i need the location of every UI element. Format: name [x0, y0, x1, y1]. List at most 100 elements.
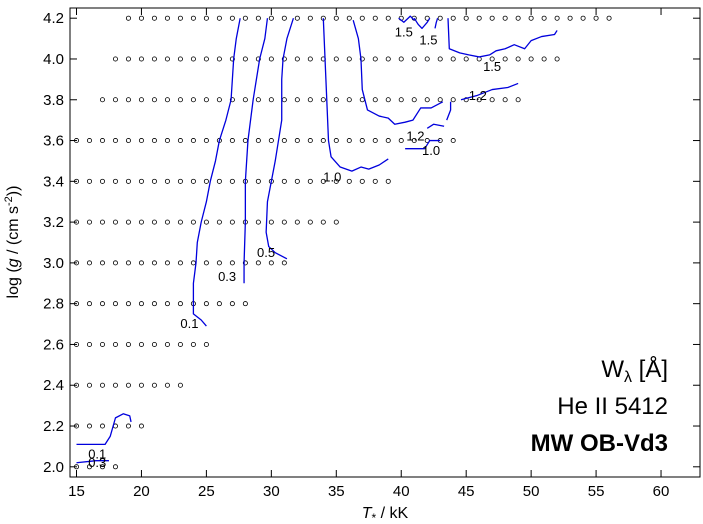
y-tick-label: 4.2 [43, 10, 64, 27]
contour-line [460, 82, 519, 101]
grid-point [424, 97, 430, 103]
grid-point [554, 15, 560, 21]
contour-line [398, 15, 415, 23]
grid-point [203, 341, 209, 347]
grid-point [502, 56, 508, 62]
y-tick-label: 3.0 [43, 255, 64, 272]
grid-point [151, 382, 157, 388]
grid-point [151, 341, 157, 347]
grid-point [86, 341, 92, 347]
grid-point [125, 260, 131, 266]
grid-point [216, 301, 222, 307]
grid-point [151, 178, 157, 184]
y-tick-label: 3.4 [43, 173, 64, 190]
y-tick-label: 2.6 [43, 336, 64, 353]
grid-point [515, 15, 521, 21]
grid-point [437, 15, 443, 21]
grid-point [229, 301, 235, 307]
x-axis-ticks: 15 20 25 30 35 40 45 50 55 60 [68, 8, 669, 500]
x-tick-label: 30 [263, 483, 280, 500]
grid-point [99, 97, 105, 103]
grid-point [164, 382, 170, 388]
grid-point [320, 97, 326, 103]
grid-point [463, 15, 469, 21]
grid-point [164, 301, 170, 307]
grid-point [281, 138, 287, 144]
grid-point [151, 301, 157, 307]
grid-point [203, 56, 209, 62]
grid-point [255, 15, 261, 21]
grid-point [138, 178, 144, 184]
grid-point [164, 341, 170, 347]
grid-point [190, 260, 196, 266]
grid-point [411, 97, 417, 103]
grid-point [190, 97, 196, 103]
grid-point [359, 15, 365, 21]
contour-label: 1.5 [419, 33, 437, 48]
grid-point [190, 219, 196, 225]
grid-point [255, 56, 261, 62]
grid-point [294, 219, 300, 225]
grid-point [437, 56, 443, 62]
contour-labels: 0.10.30.10.30.51.01.21.01.21.51.51.5 [88, 25, 501, 470]
annotation-quantity: Wλ [Å] [601, 355, 668, 386]
contour-line [192, 18, 241, 327]
grid-point [112, 178, 118, 184]
grid-point [372, 15, 378, 21]
contour-line [322, 18, 389, 172]
contour-label: 1.0 [422, 143, 440, 158]
grid-point [216, 97, 222, 103]
grid-point [125, 15, 131, 21]
grid-point [216, 56, 222, 62]
grid-point [294, 138, 300, 144]
grid-point [294, 56, 300, 62]
grid-point [385, 138, 391, 144]
grid-point [268, 97, 274, 103]
grid-point [216, 15, 222, 21]
contour-label: 0.5 [257, 245, 275, 260]
grid-point [99, 382, 105, 388]
grid-point [307, 178, 313, 184]
grid-point [411, 56, 417, 62]
grid-point [216, 260, 222, 266]
grid-point [333, 15, 339, 21]
contour-line [413, 17, 431, 30]
grid-point [177, 97, 183, 103]
grid-point [203, 138, 209, 144]
grid-point [99, 423, 105, 429]
grid-point [190, 15, 196, 21]
grid-point [112, 341, 118, 347]
grid-point [437, 97, 443, 103]
grid-point [411, 138, 417, 144]
grid-point [398, 97, 404, 103]
grid-point [190, 56, 196, 62]
grid-point [151, 219, 157, 225]
y-tick-label: 2.8 [43, 296, 64, 313]
grid-point [177, 301, 183, 307]
contour-line [76, 413, 132, 446]
grid-point [151, 138, 157, 144]
grid-point [177, 219, 183, 225]
grid-point [346, 15, 352, 21]
grid-point [502, 97, 508, 103]
grid-point [307, 138, 313, 144]
grid-point [229, 56, 235, 62]
grid-point [333, 97, 339, 103]
grid-point [515, 97, 521, 103]
annotation-line-name: He II 5412 [557, 393, 668, 420]
grid-point [164, 138, 170, 144]
grid-point [307, 97, 313, 103]
grid-point [203, 15, 209, 21]
contour-label: 0.1 [88, 447, 106, 462]
plot-frame [69, 7, 701, 478]
grid-point [151, 97, 157, 103]
grid-point [125, 56, 131, 62]
grid-point [346, 56, 352, 62]
contour-line [265, 18, 295, 260]
grid-point [164, 97, 170, 103]
grid-point [177, 341, 183, 347]
contour-line [352, 20, 444, 125]
grid-point [294, 15, 300, 21]
grid-point [268, 138, 274, 144]
y-tick-label: 3.6 [43, 133, 64, 150]
